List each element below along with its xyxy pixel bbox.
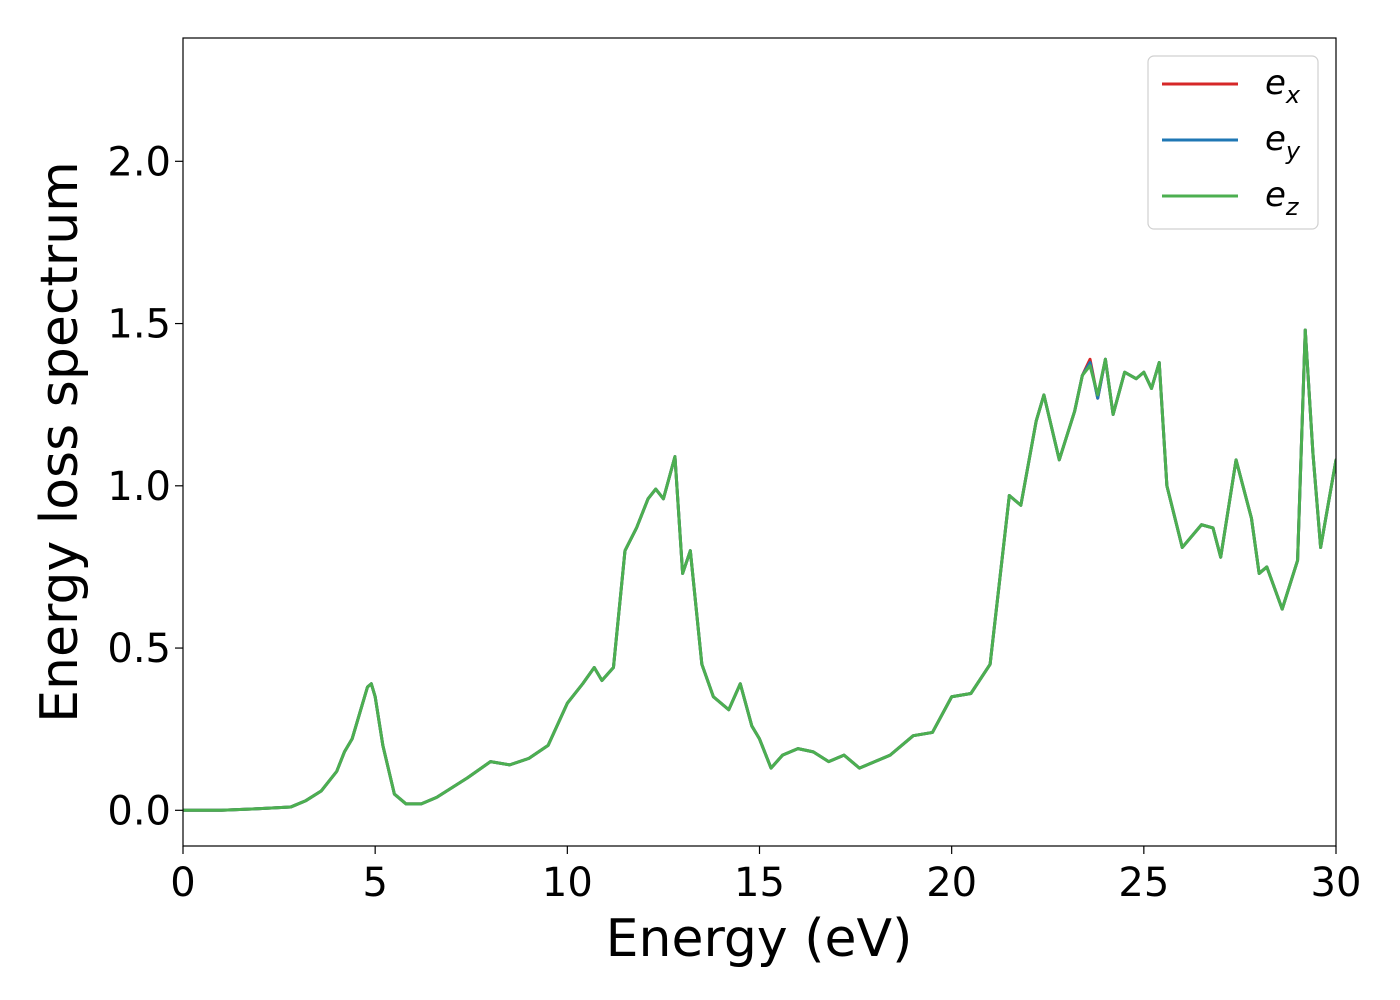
x-tick-label: 15 — [734, 860, 785, 906]
y-tick-label: 1.0 — [107, 464, 171, 510]
x-axis: 0 5 10 15 20 25 30 — [170, 846, 1361, 906]
x-tick-label: 30 — [1311, 860, 1362, 906]
x-tick-label: 5 — [362, 860, 387, 906]
legend-label-e_z: ez — [1265, 175, 1300, 221]
x-tick-label: 0 — [170, 860, 195, 906]
y-axis: 0.0 0.5 1.0 1.5 2.0 — [107, 139, 183, 834]
y-tick-label: 1.5 — [107, 302, 171, 348]
y-tick-label: 0.5 — [107, 626, 171, 672]
y-tick-label: 0.0 — [107, 788, 171, 834]
legend-label-e_y: ey — [1265, 119, 1301, 165]
legend: ex ey ez — [1147, 55, 1319, 230]
series-line-e_z — [183, 328, 1336, 812]
x-tick-label: 10 — [542, 860, 593, 906]
series-layer — [183, 328, 1336, 812]
y-axis-label: Energy loss spectrum — [30, 161, 90, 723]
x-tick-label: 20 — [926, 860, 977, 906]
x-tick-label: 25 — [1118, 860, 1169, 906]
legend-label-e_x: ex — [1265, 63, 1301, 109]
legend-box — [1147, 55, 1319, 230]
y-tick-label: 2.0 — [107, 139, 171, 185]
x-axis-label: Energy (eV) — [606, 909, 913, 969]
